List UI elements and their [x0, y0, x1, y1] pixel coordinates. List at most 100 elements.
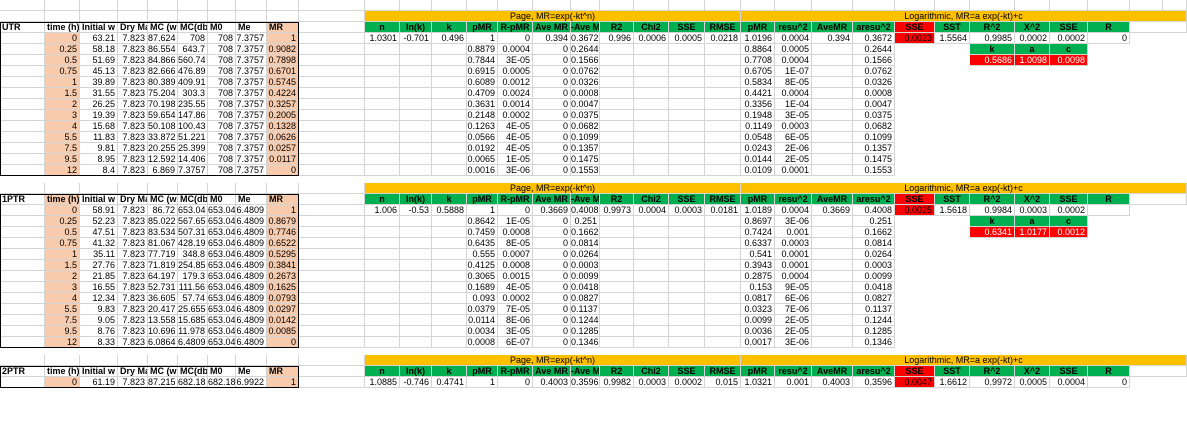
log-pmr[interactable]: 1.0189: [741, 205, 775, 216]
page-param[interactable]: 1.0301: [365, 33, 400, 44]
data-cell[interactable]: 61.19: [80, 377, 118, 388]
data-cell[interactable]: 0: [45, 205, 80, 216]
kac-header[interactable]: c: [1050, 216, 1088, 227]
empty-cell[interactable]: [400, 238, 432, 249]
empty-cell[interactable]: [432, 293, 467, 304]
log-resu[interactable]: 3E-05: [775, 110, 812, 121]
empty-cell[interactable]: [634, 99, 669, 110]
page-stat[interactable]: 0.015: [705, 377, 741, 388]
data-cell[interactable]: 0.75: [45, 66, 80, 77]
data-cell[interactable]: 6.4809: [236, 304, 267, 315]
empty-cell[interactable]: [400, 165, 432, 176]
page-stat[interactable]: 0.0006: [634, 33, 669, 44]
column-header[interactable]: M0: [208, 366, 236, 377]
empty-cell[interactable]: [400, 315, 432, 326]
page-dev[interactable]: 0.0326: [571, 77, 600, 88]
empty-cell[interactable]: [1130, 22, 1187, 33]
log-pmr[interactable]: 0.4421: [741, 88, 775, 99]
empty-cell[interactable]: [365, 238, 400, 249]
empty-cell[interactable]: [208, 11, 236, 22]
log-header[interactable]: R^2: [970, 194, 1015, 205]
data-cell[interactable]: 0: [267, 165, 299, 176]
data-cell[interactable]: 653.04: [208, 337, 236, 348]
data-cell[interactable]: 0.1328: [267, 121, 299, 132]
log-resu[interactable]: 0.0001: [775, 165, 812, 176]
data-cell[interactable]: 3: [45, 110, 80, 121]
empty-cell[interactable]: [118, 11, 148, 22]
empty-cell[interactable]: [812, 143, 853, 154]
empty-cell[interactable]: [812, 66, 853, 77]
log-header[interactable]: pMR: [741, 366, 775, 377]
empty-cell[interactable]: [432, 315, 467, 326]
page-header[interactable]: -Ave M: [571, 194, 600, 205]
page-header[interactable]: pMR: [467, 194, 498, 205]
data-cell[interactable]: 6.4809: [236, 205, 267, 216]
log-ares[interactable]: 0.0003: [853, 260, 895, 271]
data-cell[interactable]: 35.11: [80, 249, 118, 260]
data-cell[interactable]: 653.04: [208, 249, 236, 260]
data-cell[interactable]: 0.3257: [267, 99, 299, 110]
empty-cell[interactable]: [365, 143, 400, 154]
empty-cell[interactable]: [812, 88, 853, 99]
data-cell[interactable]: 6.869: [148, 165, 178, 176]
empty-cell[interactable]: [669, 121, 705, 132]
page-dev[interactable]: 0.251: [571, 216, 600, 227]
empty-cell[interactable]: [705, 216, 741, 227]
page-pmr[interactable]: 0.4125: [467, 260, 498, 271]
page-stat[interactable]: 0.9982: [600, 377, 634, 388]
data-cell[interactable]: 428.19: [178, 238, 208, 249]
page-avemr[interactable]: 0: [533, 326, 571, 337]
log-pmr[interactable]: 0.6337: [741, 238, 775, 249]
log-header[interactable]: X^2: [1015, 22, 1050, 33]
empty-cell[interactable]: [669, 44, 705, 55]
page-header[interactable]: SSE: [669, 194, 705, 205]
kac-header[interactable]: a: [1015, 216, 1050, 227]
empty-cell[interactable]: [669, 249, 705, 260]
page-rpmr[interactable]: 0.0008: [498, 260, 533, 271]
empty-cell[interactable]: [299, 227, 365, 238]
data-cell[interactable]: 560.74: [178, 55, 208, 66]
empty-cell[interactable]: [634, 282, 669, 293]
empty-cell[interactable]: [669, 110, 705, 121]
log-resu[interactable]: 1E-07: [775, 66, 812, 77]
data-cell[interactable]: 653.04: [208, 227, 236, 238]
page-rpmr[interactable]: 0: [498, 377, 533, 388]
data-cell[interactable]: 85.022: [148, 216, 178, 227]
log-resu[interactable]: 0.0003: [775, 238, 812, 249]
page-rpmr[interactable]: 3E-06: [498, 165, 533, 176]
empty-cell[interactable]: [148, 183, 178, 194]
data-cell[interactable]: 0.7746: [267, 227, 299, 238]
empty-cell[interactable]: [299, 355, 365, 366]
data-cell[interactable]: 39.89: [80, 77, 118, 88]
page-pmr[interactable]: 0.4709: [467, 88, 498, 99]
empty-cell[interactable]: [299, 121, 365, 132]
log-model-title[interactable]: Logarithmic, MR=a exp(-kt)+c: [741, 11, 1187, 22]
data-cell[interactable]: 0.0117: [267, 154, 299, 165]
data-cell[interactable]: 7.823: [118, 260, 148, 271]
data-cell[interactable]: 87.624: [148, 33, 178, 44]
data-cell[interactable]: 653.04: [178, 205, 208, 216]
log-ares[interactable]: 0.1662: [853, 227, 895, 238]
empty-cell[interactable]: [669, 337, 705, 348]
data-cell[interactable]: 7.823: [118, 238, 148, 249]
data-cell[interactable]: 643.7: [178, 44, 208, 55]
page-avemr[interactable]: 0: [533, 304, 571, 315]
data-cell[interactable]: 0.25: [45, 44, 80, 55]
page-dev[interactable]: 0.1285: [571, 326, 600, 337]
data-cell[interactable]: 7.823: [118, 165, 148, 176]
empty-cell[interactable]: [600, 238, 634, 249]
data-cell[interactable]: 33.872: [148, 132, 178, 143]
empty-cell[interactable]: [365, 66, 400, 77]
data-cell[interactable]: 7.823: [118, 88, 148, 99]
page-header[interactable]: n: [365, 366, 400, 377]
empty-cell[interactable]: [432, 154, 467, 165]
column-header[interactable]: time (h): [45, 22, 80, 33]
empty-cell[interactable]: [118, 183, 148, 194]
data-cell[interactable]: 47.51: [80, 227, 118, 238]
log-stat[interactable]: 0.0025: [895, 205, 935, 216]
empty-cell[interactable]: [705, 337, 741, 348]
page-param[interactable]: 0.496: [432, 33, 467, 44]
page-avemr[interactable]: 0: [533, 99, 571, 110]
log-pmr[interactable]: 0.1948: [741, 110, 775, 121]
empty-cell[interactable]: [669, 227, 705, 238]
